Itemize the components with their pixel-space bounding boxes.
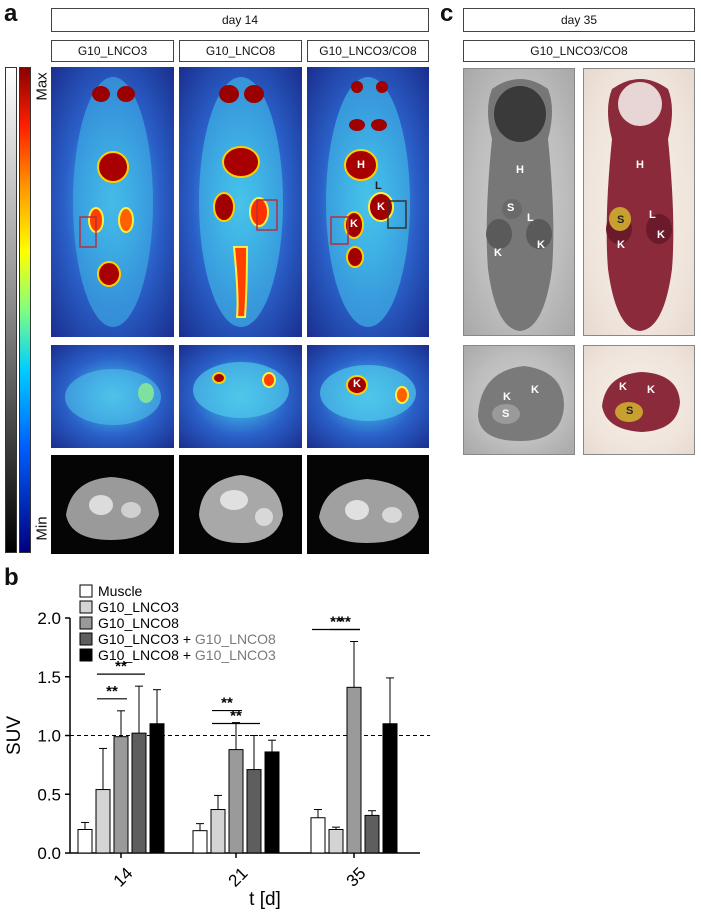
- y-tick-label-0: 0.0: [37, 844, 61, 863]
- label-kidney-c-ar-left: K: [494, 247, 502, 259]
- legend-swatch-2: [79, 616, 93, 630]
- legend-label-4: G10_LNCO8 + G10_LNCO3: [98, 647, 276, 663]
- panel-a-col-header-3: G10_LNCO3/CO8: [307, 40, 429, 62]
- label-kidney-a-right: K: [377, 201, 385, 213]
- legend-label-3-part-1: +: [179, 631, 195, 647]
- bar-2-1: [328, 829, 344, 854]
- bar-2-3: [364, 814, 380, 854]
- bar-1-0: [192, 830, 208, 854]
- bar-1-3: [246, 769, 262, 854]
- x-axis-label: t [d]: [249, 889, 281, 910]
- significance-label-2: **: [221, 695, 233, 712]
- autoradiography-axial: K K S: [463, 345, 575, 455]
- panel-a-letter: a: [4, 0, 18, 27]
- label-kidney-c-ar-axial-2: K: [531, 384, 539, 396]
- significance-label-5: **: [330, 614, 342, 631]
- label-kidney-a-left: K: [350, 218, 358, 230]
- bar-0-0: [77, 829, 93, 854]
- label-heart-c-ar: H: [516, 164, 524, 176]
- y-tick-label-4: 2.0: [37, 609, 61, 628]
- panel-c-day-header: day 35: [463, 8, 695, 32]
- grayscale-colorbar: [5, 67, 17, 553]
- legend-label-1: G10_LNCO3: [98, 599, 179, 615]
- panel-c-col-header: G10_LNCO3/CO8: [463, 40, 695, 62]
- bar-2-2: [346, 686, 362, 854]
- bar-2-0: [310, 817, 326, 854]
- label-heart-c-photo: H: [636, 159, 644, 171]
- bar-1-1: [210, 809, 226, 854]
- pet-axial-lnco8: [179, 345, 302, 448]
- ct-axial-lnco8: [179, 455, 302, 554]
- label-liver-c-photo: L: [649, 209, 656, 221]
- significance-label-3: **: [230, 708, 242, 725]
- panel-a-day-header: day 14: [51, 8, 429, 32]
- bar-2-4: [382, 723, 398, 854]
- x-tick-label-2: 35: [343, 864, 370, 891]
- y-tick-label-2: 1.0: [37, 727, 61, 746]
- legend-swatch-1: [79, 600, 93, 614]
- scale-max-label: Max: [33, 72, 51, 101]
- ct-axial-lnco3: [51, 455, 174, 554]
- significance-label-0: **: [106, 683, 118, 700]
- panel-a-col-header-1: G10_LNCO3: [51, 40, 174, 62]
- bar-1-4: [264, 751, 280, 854]
- legend-label-0: Muscle: [98, 583, 143, 599]
- pet-axial-lnco3-co8: K: [307, 345, 429, 448]
- label-kidney-c-photo-left: K: [617, 239, 625, 251]
- y-tick-label-1: 0.5: [37, 785, 61, 804]
- label-spleen-c-photo: S: [617, 214, 625, 226]
- label-liver-a: L: [375, 180, 382, 192]
- label-spleen-c-photo-axial: S: [626, 405, 634, 417]
- bar-0-3: [131, 732, 147, 854]
- histology-axial-photo: K K S: [583, 345, 695, 455]
- x-tick-label-0: 14: [110, 864, 137, 891]
- label-spleen-c-ar-axial: S: [502, 408, 510, 420]
- panel-b-letter: b: [4, 564, 19, 591]
- pet-colorbar: [19, 67, 31, 553]
- bar-0-4: [149, 723, 165, 854]
- legend-label-4-part-0: G10_LNCO8: [98, 647, 179, 663]
- bar-0-2: [113, 736, 129, 854]
- legend-label-3-part-2: G10_LNCO8: [195, 631, 276, 647]
- y-tick-label-3: 1.5: [37, 668, 61, 687]
- autoradiography-coronal: H S L K K: [463, 68, 575, 336]
- label-liver-c-ar: L: [527, 212, 534, 224]
- legend-label-2: G10_LNCO8: [98, 615, 179, 631]
- ct-axial-lnco3-co8: [307, 455, 429, 554]
- pet-axial-lnco3: [51, 345, 174, 448]
- histology-coronal-photo: H S L K K: [583, 68, 695, 336]
- legend-label-3-part-0: G10_LNCO3: [98, 631, 179, 647]
- label-kidney-axial-a: K: [353, 378, 361, 390]
- legend-label-4-part-1: +: [179, 647, 195, 663]
- legend-swatch-3: [79, 632, 93, 646]
- label-kidney-c-photo-right: K: [657, 229, 665, 241]
- bar-0-1: [95, 789, 111, 854]
- legend-label-4-part-2: G10_LNCO3: [195, 647, 276, 663]
- bar-1-2: [228, 749, 244, 854]
- label-spleen-c-ar: S: [507, 202, 515, 214]
- label-heart-a: H: [357, 159, 365, 171]
- y-axis-label: SUV: [4, 716, 25, 755]
- pet-coronal-lnco8: [179, 67, 302, 337]
- label-kidney-c-ar-right: K: [537, 239, 545, 251]
- x-tick-label-1: 21: [225, 864, 252, 891]
- label-kidney-c-photo-axial-2: K: [647, 384, 655, 396]
- label-kidney-c-ar-axial-1: K: [503, 391, 511, 403]
- significance-label-1: **: [115, 658, 127, 675]
- significance-label-4: **: [339, 614, 351, 631]
- scale-min-label: Min: [33, 516, 51, 541]
- pet-coronal-lnco3: [51, 67, 174, 337]
- legend-swatch-4: [79, 648, 93, 662]
- pet-coronal-lnco3-co8: H L K K: [307, 67, 429, 337]
- panel-a-col-header-2: G10_LNCO8: [179, 40, 302, 62]
- label-kidney-c-photo-axial-1: K: [619, 381, 627, 393]
- legend-swatch-0: [79, 584, 93, 598]
- panel-c-letter: c: [440, 0, 454, 27]
- legend-label-3: G10_LNCO3 + G10_LNCO8: [98, 631, 276, 647]
